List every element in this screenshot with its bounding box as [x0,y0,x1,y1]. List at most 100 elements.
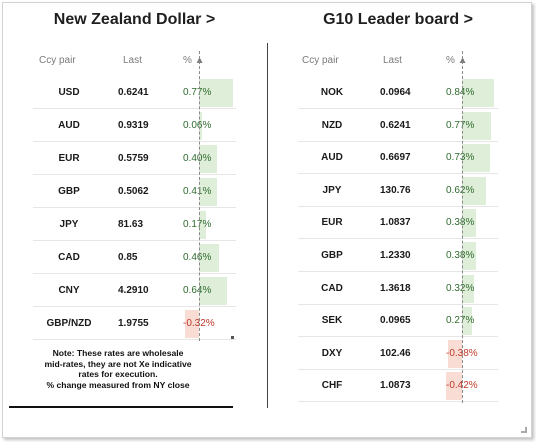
last-rate-cell: 0.6241 [118,87,149,98]
table-row[interactable]: CNY 4.2910 0.64% [33,275,236,307]
positive-change-bar [462,79,494,107]
table-row[interactable]: NZD 0.6241 0.77% [298,110,498,142]
resize-grip-icon[interactable] [521,427,527,433]
table-row[interactable]: AUD 0.6697 0.73% [298,142,498,175]
header-ccy-pair[interactable]: Ccy pair [302,55,339,66]
negative-change-bar [447,339,462,368]
positive-change-bar [199,244,220,272]
table-row[interactable]: SEK 0.0965 0.27% [298,305,498,338]
ccy-pair-cell: AUD [321,152,343,164]
ccy-pair-cell: GBP [321,250,343,261]
table-row[interactable]: DXY 102.46 -0.38% [298,338,498,370]
note-line-3: rates for execution. [78,369,158,380]
percent-change-cell: 0.32% [446,282,475,294]
table-row[interactable]: GBP/NZD 1.9755 -0.32% [33,308,236,340]
percent-change-cell: 0.77% [183,87,212,98]
ccy-pair-cell: GBP [58,186,80,197]
table-row[interactable]: JPY 81.63 0.17% [33,209,236,241]
ccy-pair-cell: NOK [320,87,344,98]
positive-change-bar [462,242,477,270]
ccy-pair-cell: JPY [59,219,79,230]
last-rate-cell: 0.5062 [118,186,149,197]
negative-change-bar [446,372,462,401]
positive-change-bar [462,144,490,173]
ccy-pair-cell: DXY [321,347,343,359]
positive-change-bar [462,176,486,205]
g10-panel-title[interactable]: G10 Leader board > [323,11,473,28]
table-row[interactable]: NOK 0.0964 0.84% [298,77,498,109]
table-row[interactable]: EUR 0.5759 0.40% [33,143,236,175]
table-row[interactable]: GBP 1.2330 0.38% [298,240,498,272]
nzd-panel-title[interactable]: New Zealand Dollar > [53,11,216,28]
positive-change-bar [199,112,202,140]
ccy-pair-cell: CAD [321,282,343,294]
zero-reference-line [199,51,200,341]
header-percent-sort[interactable]: % ▲ [446,55,468,66]
table-corner-mark [231,336,234,339]
ccy-pair-cell: GBP/NZD [46,318,92,329]
ccy-pair-cell: CHF [321,380,343,392]
last-rate-cell: 1.0837 [380,217,411,229]
table-row[interactable]: CAD 0.85 0.46% [33,242,236,274]
last-rate-cell: 0.6697 [380,152,411,164]
table-row[interactable]: JPY 130.76 0.62% [298,175,498,207]
ccy-pair-cell: JPY [322,184,342,196]
ccy-pair-cell: AUD [58,120,80,131]
percent-change-cell: 0.40% [183,153,212,164]
last-rate-cell: 0.5759 [118,153,149,164]
table-row[interactable]: CAD 1.3618 0.32% [298,273,498,305]
ccy-pair-cell: NZD [321,119,343,131]
percent-change-cell: 0.27% [446,315,475,327]
positive-change-bar [199,145,217,173]
percent-change-cell: -0.42% [446,380,478,392]
ccy-pair-cell: SEK [321,315,343,327]
last-rate-cell: 1.9755 [118,318,149,329]
table-row[interactable]: CHF 1.0873 -0.42% [298,370,498,403]
last-rate-cell: 0.0965 [380,315,411,327]
last-rate-cell: 1.0873 [380,380,411,392]
ccy-pair-cell: USD [58,87,80,98]
last-rate-cell: 0.9319 [118,120,149,131]
positive-change-bar [462,209,477,238]
percent-change-cell: 0.06% [183,120,212,131]
note-underline [9,406,233,408]
percent-change-cell: -0.32% [183,318,215,329]
percent-change-cell: -0.38% [446,347,478,359]
nzd-table-header: Ccy pair Last % ▲ [33,53,236,71]
last-rate-cell: 102.46 [380,347,411,359]
last-rate-cell: 0.85 [118,252,138,263]
last-rate-cell: 1.3618 [380,282,411,294]
zero-reference-line [462,51,463,403]
last-rate-cell: 0.0964 [380,87,411,98]
table-row[interactable]: EUR 1.0837 0.38% [298,207,498,240]
table-row[interactable]: USD 0.6241 0.77% [33,77,236,109]
ccy-pair-cell: EUR [58,153,80,164]
percent-change-cell: 0.84% [446,87,475,98]
ccy-pair-cell: CAD [58,252,80,263]
g10-table-header: Ccy pair Last % ▲ [298,53,498,71]
table-row[interactable]: AUD 0.9319 0.06% [33,110,236,142]
positive-change-bar [199,277,228,305]
header-last[interactable]: Last [123,55,142,66]
note-line-2: mid-rates, they are not Xe indicative [44,358,192,369]
positive-change-bar [199,178,218,206]
header-last[interactable]: Last [383,55,402,66]
header-percent-sort[interactable]: % ▲ [183,55,205,66]
header-ccy-pair[interactable]: Ccy pair [39,55,76,66]
positive-change-bar [462,111,492,140]
positive-change-bar [462,307,473,336]
note-line-4: % change measured from NY close [46,379,190,390]
positive-change-bar [199,211,207,239]
note-line-1: Note: These rates are wholesale [52,348,184,358]
fx-widget: New Zealand Dollar > Ccy pair Last % ▲ U… [2,2,532,438]
percent-change-cell: 0.17% [183,219,212,230]
table-row[interactable]: GBP 0.5062 0.41% [33,176,236,208]
percent-change-cell: 0.62% [446,184,475,196]
last-rate-cell: 1.2330 [380,250,411,261]
percent-change-cell: 0.73% [446,152,475,164]
negative-change-bar [184,310,199,338]
last-rate-cell: 130.76 [380,184,411,196]
ccy-pair-cell: CNY [58,285,80,296]
last-rate-cell: 4.2910 [118,285,149,296]
percent-change-cell: 0.46% [183,252,212,263]
